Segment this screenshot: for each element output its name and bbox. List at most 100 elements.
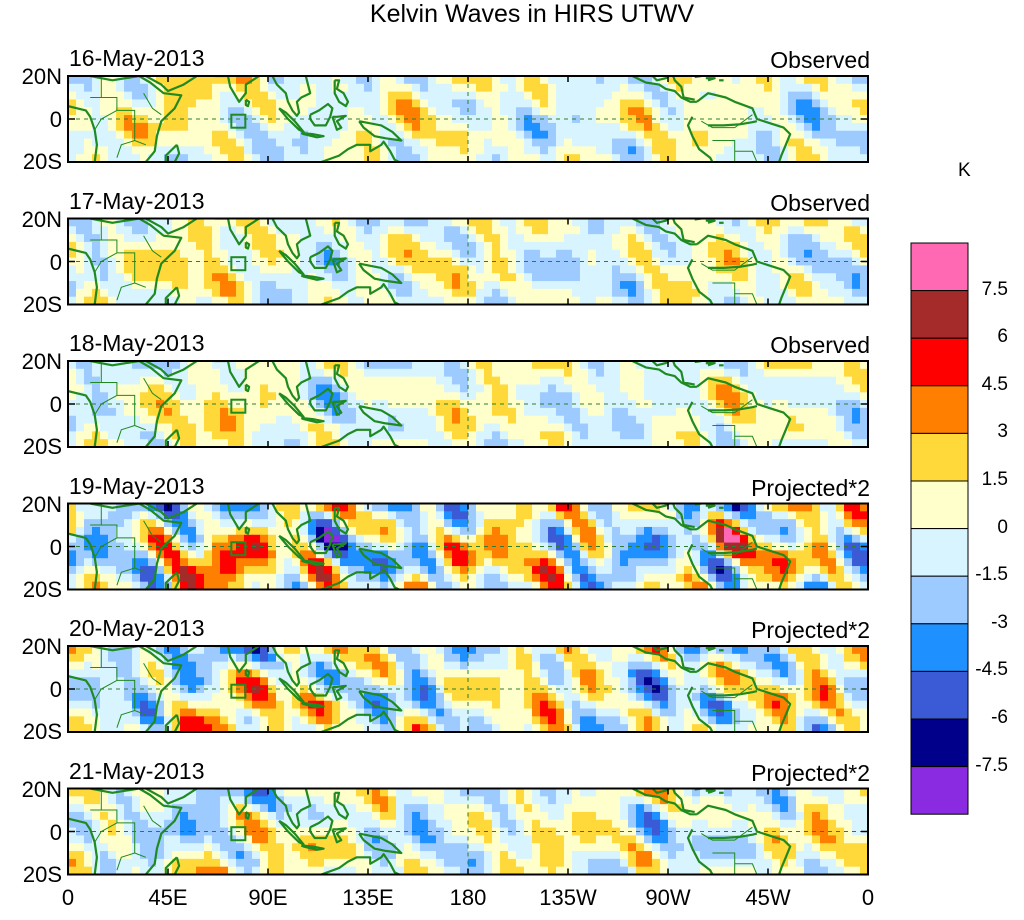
field-cell xyxy=(580,558,589,567)
field-cell xyxy=(508,439,517,447)
field-cell xyxy=(316,669,325,678)
field-cell xyxy=(204,273,213,282)
field-cell xyxy=(836,99,845,108)
field-cell xyxy=(412,653,421,663)
coastline xyxy=(705,77,716,82)
field-cell xyxy=(300,573,309,583)
field-cell xyxy=(636,566,645,575)
field-cell xyxy=(844,503,853,512)
field-cell xyxy=(492,661,501,671)
field-cell xyxy=(244,273,253,282)
field-cell xyxy=(356,431,365,440)
field-cell xyxy=(508,423,517,432)
field-cell xyxy=(116,130,125,140)
field-cell xyxy=(588,550,597,559)
field-cell xyxy=(492,249,501,259)
field-cell xyxy=(188,265,197,274)
field-cell xyxy=(396,423,405,432)
field-cell xyxy=(380,368,389,378)
field-cell xyxy=(364,241,373,251)
field-cell xyxy=(556,146,565,155)
field-cell xyxy=(68,146,77,155)
field-cell xyxy=(788,83,797,93)
field-cell xyxy=(164,407,173,417)
field-cell xyxy=(796,122,805,132)
field-cell xyxy=(740,130,749,140)
field-cell xyxy=(572,526,581,536)
field-cell xyxy=(300,534,309,544)
field-cell xyxy=(236,107,245,116)
field-cell xyxy=(348,154,357,162)
field-cell xyxy=(580,384,589,393)
field-cell xyxy=(76,130,85,140)
field-cell xyxy=(700,368,709,378)
field-cell xyxy=(508,146,517,155)
field-cell xyxy=(380,154,389,162)
field-cell xyxy=(644,503,653,512)
field-cell xyxy=(644,281,653,290)
field-cell xyxy=(188,368,197,378)
field-cell xyxy=(780,526,789,536)
border xyxy=(701,114,753,129)
field-cell xyxy=(732,154,741,162)
field-cell xyxy=(92,526,101,536)
field-cell xyxy=(252,257,261,267)
field-cell xyxy=(740,423,749,432)
field-cell xyxy=(84,91,93,101)
field-cell xyxy=(156,273,165,282)
field-cell xyxy=(668,423,677,432)
field-cell xyxy=(148,107,157,116)
field-cell xyxy=(692,646,701,655)
field-cell xyxy=(692,519,701,528)
field-cell xyxy=(412,265,421,274)
field-cell xyxy=(684,273,693,282)
field-cell xyxy=(836,503,845,512)
field-cell xyxy=(252,376,261,386)
field-cell xyxy=(668,534,677,544)
field-cell xyxy=(780,368,789,378)
field-cell xyxy=(604,138,613,147)
field-cell xyxy=(428,423,437,432)
field-cell xyxy=(668,288,677,298)
field-cell xyxy=(572,130,581,140)
field-cell xyxy=(84,573,93,583)
field-cell xyxy=(636,130,645,140)
field-cell xyxy=(484,407,493,417)
field-cell xyxy=(748,226,757,235)
field-cell xyxy=(500,519,509,528)
field-cell xyxy=(668,573,677,583)
field-cell xyxy=(76,91,85,101)
field-cell xyxy=(148,154,157,162)
field-cell xyxy=(164,249,173,259)
field-cell xyxy=(484,107,493,116)
field-cell xyxy=(476,573,485,583)
field-cell xyxy=(796,76,805,85)
field-cell xyxy=(548,392,557,401)
field-cell xyxy=(452,534,461,544)
field-cell xyxy=(780,249,789,259)
field-cell xyxy=(68,138,77,147)
field-cell xyxy=(772,392,781,401)
field-cell xyxy=(580,122,589,132)
field-cell xyxy=(396,376,405,386)
field-cell xyxy=(564,91,573,101)
field-cell xyxy=(788,646,797,655)
field-cell xyxy=(780,115,789,124)
field-cell xyxy=(772,653,781,663)
field-cell xyxy=(756,218,765,227)
field-cell xyxy=(740,503,749,512)
field-cell xyxy=(652,241,661,251)
field-cell xyxy=(188,91,197,101)
field-cell xyxy=(516,439,525,447)
field-cell xyxy=(252,573,261,583)
field-cell xyxy=(580,526,589,536)
field-cell xyxy=(540,503,549,512)
field-cell xyxy=(548,218,557,227)
field-cell xyxy=(620,581,629,590)
field-cell xyxy=(556,138,565,147)
field-cell xyxy=(444,400,453,409)
field-cell xyxy=(732,661,741,671)
field-cell xyxy=(220,439,229,447)
field-cell xyxy=(540,542,549,552)
field-cell xyxy=(412,407,421,417)
